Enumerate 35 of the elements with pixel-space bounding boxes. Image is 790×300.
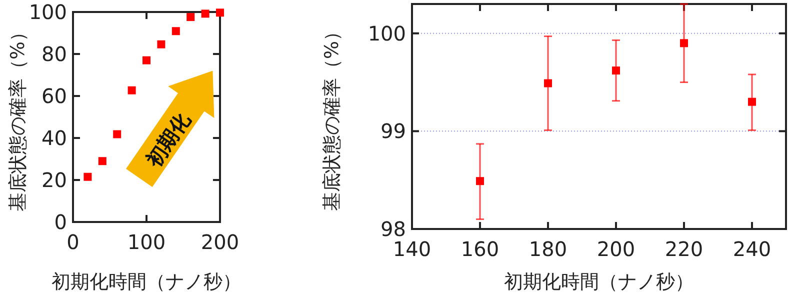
point — [748, 98, 756, 106]
x-tick-label: 240 — [732, 237, 772, 261]
x-tick-label: 160 — [460, 237, 500, 261]
point — [201, 10, 210, 18]
x-tick-label: 100 — [127, 230, 166, 254]
point — [98, 157, 106, 166]
y-tick-label: 20 — [42, 168, 67, 192]
point — [84, 172, 92, 181]
point — [113, 130, 122, 138]
point — [680, 39, 688, 48]
y-axis-title: 基底状態の確率（%） — [7, 22, 29, 212]
y-tick-label: 99 — [380, 119, 406, 144]
x-tick-label: 220 — [664, 237, 704, 261]
y-tick-label: 60 — [42, 84, 67, 108]
x-tick-label: 180 — [528, 237, 568, 261]
y-tick-label: 80 — [42, 42, 67, 66]
y-axis-title: 基底状態の確率（%） — [321, 22, 343, 212]
x-axis-title: 初期化時間（ナノ秒） — [52, 271, 242, 293]
x-tick-label: 200 — [596, 237, 636, 261]
point — [142, 56, 150, 64]
y-tick-label: 40 — [42, 126, 67, 150]
x-tick-label: 200 — [200, 230, 240, 254]
y-tick-label: 100 — [368, 21, 406, 46]
point — [476, 177, 484, 186]
point — [216, 8, 224, 17]
y-tick-label: 0 — [54, 210, 67, 234]
point — [128, 86, 136, 94]
point — [612, 66, 620, 75]
x-axis-title: 初期化時間（ナノ秒） — [504, 271, 694, 293]
y-tick-label: 100 — [28, 0, 67, 24]
annotation: 初期化 — [140, 108, 196, 172]
point — [157, 40, 166, 48]
point — [544, 79, 552, 88]
point — [172, 27, 180, 36]
point — [186, 13, 195, 22]
